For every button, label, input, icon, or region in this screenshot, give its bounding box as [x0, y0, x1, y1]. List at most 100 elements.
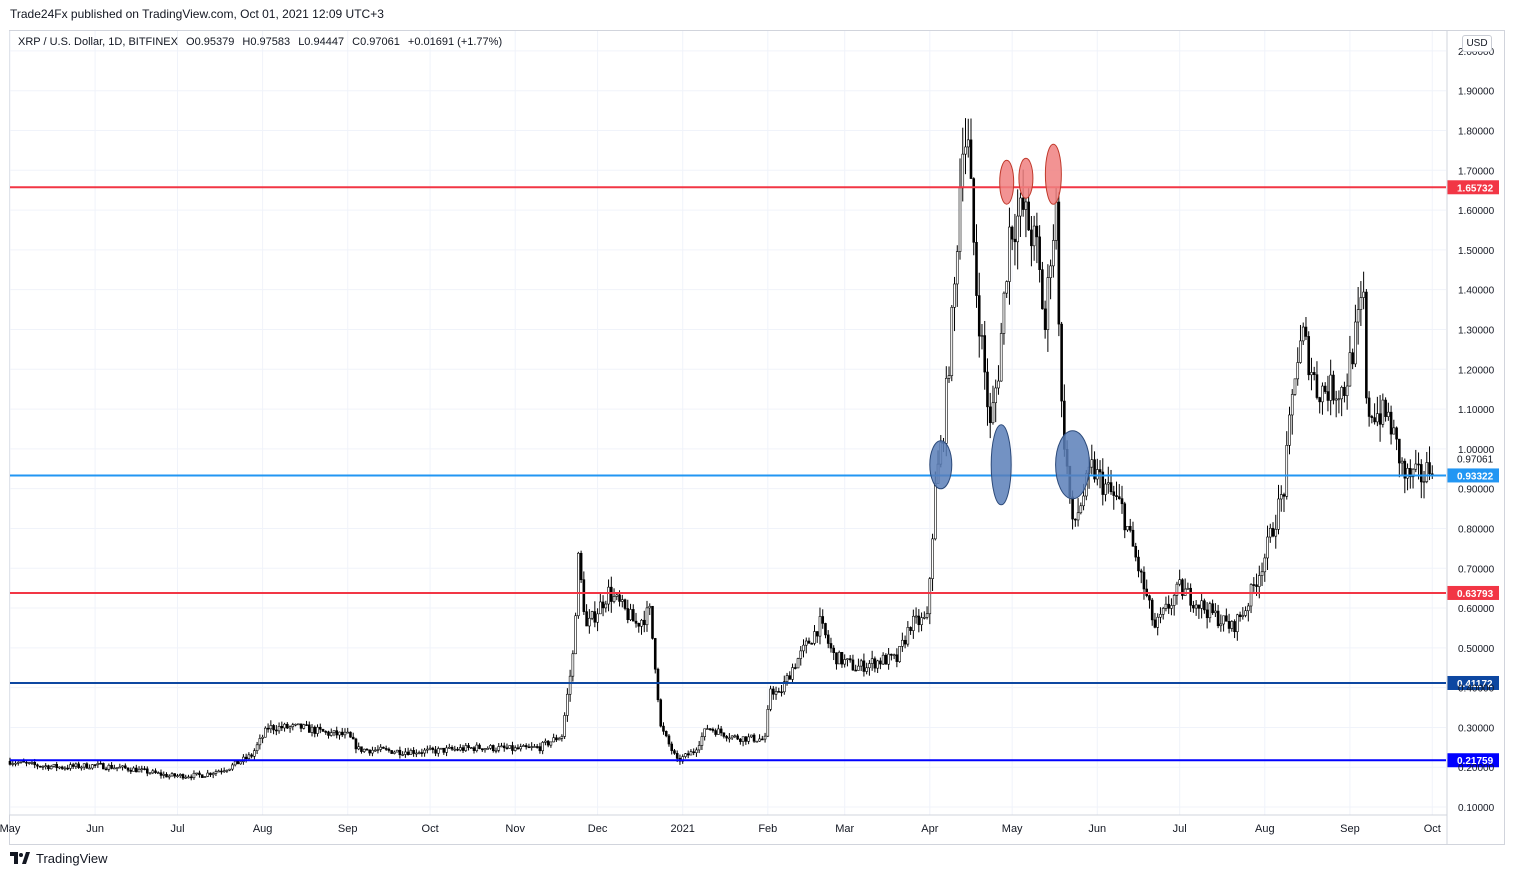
candle-body: [689, 751, 693, 756]
candle-body: [69, 764, 72, 769]
x-tick-label: Aug: [253, 823, 273, 835]
tradingview-footer[interactable]: TradingView: [10, 851, 108, 866]
candle-body: [445, 747, 448, 753]
candle-body: [1104, 483, 1107, 495]
candle-body: [176, 775, 179, 777]
candle-body: [217, 770, 220, 773]
candle-body: [870, 658, 874, 664]
candle-body: [533, 746, 536, 748]
candle-body: [695, 749, 698, 754]
candle-body: [357, 746, 361, 750]
candle-body: [1216, 610, 1220, 627]
candle-body: [1057, 201, 1061, 325]
x-tick-label: Jun: [86, 823, 104, 835]
candle-body: [329, 732, 333, 736]
candle-body: [513, 747, 517, 751]
candle-body: [560, 736, 564, 739]
candle-body: [739, 738, 742, 742]
candle-body: [1260, 571, 1264, 576]
candle-body: [1161, 608, 1165, 615]
y-tick-label: 0.40000: [1458, 684, 1495, 695]
candle-body: [437, 748, 440, 754]
candle-body: [1318, 397, 1321, 403]
candle-body: [1255, 584, 1258, 587]
candle-body: [1142, 571, 1146, 590]
candle-body: [868, 663, 871, 669]
candle-body: [85, 763, 89, 769]
candle-body: [1074, 518, 1077, 521]
candle-body: [148, 772, 152, 775]
candle-body: [895, 654, 899, 662]
candle-body: [91, 764, 94, 769]
candle-body: [1109, 482, 1113, 493]
candle-body: [110, 764, 113, 769]
candle-body: [958, 187, 962, 252]
candle-body: [167, 775, 171, 778]
candle-body: [832, 647, 836, 653]
y-tick-label: 1.90000: [1458, 87, 1495, 98]
candle-body: [519, 746, 522, 750]
x-tick-label: May: [1002, 823, 1023, 835]
candle-body: [1043, 308, 1047, 330]
candle-body: [785, 675, 789, 682]
candle-body: [1422, 481, 1426, 483]
candle-body: [903, 639, 907, 645]
candle-body: [1428, 462, 1431, 475]
candle-body: [728, 737, 731, 740]
candle-body: [442, 747, 446, 753]
currency-badge[interactable]: USD: [1462, 35, 1492, 52]
candle-body: [354, 738, 358, 750]
candle-body: [231, 764, 234, 770]
candle-body: [266, 727, 270, 730]
candle-body: [406, 751, 410, 755]
x-tick-label: Mar: [835, 823, 854, 835]
candle-body: [887, 653, 890, 665]
candle-body: [961, 153, 965, 189]
candle-body: [121, 765, 124, 768]
candle-body: [980, 335, 984, 337]
candle-body: [8, 760, 12, 765]
candle-body: [200, 774, 204, 778]
candle-body: [373, 749, 377, 752]
candle-body: [38, 765, 42, 768]
candle-body: [1263, 557, 1267, 573]
candle-body: [1389, 411, 1393, 435]
candle-body: [1310, 372, 1313, 376]
candle-body: [994, 387, 998, 404]
candle-body: [642, 619, 646, 626]
candle-body: [426, 748, 429, 751]
candle-body: [1219, 623, 1223, 627]
candle-body: [368, 749, 371, 754]
candle-body: [129, 769, 133, 772]
candle-body: [173, 773, 177, 777]
candle-body: [947, 375, 951, 379]
candle-body: [1211, 603, 1214, 614]
legend-change: +0.01691 (+1.77%): [407, 36, 503, 48]
candle-body: [178, 774, 182, 776]
candle-body: [653, 638, 657, 670]
candle-body: [1268, 527, 1272, 538]
candle-body: [233, 761, 237, 766]
candle-body: [384, 748, 388, 750]
candle-body: [1222, 615, 1225, 625]
candle-body: [793, 667, 797, 669]
candle-body: [1301, 326, 1305, 342]
y-tick-label: 0.70000: [1458, 564, 1495, 575]
candle-body: [920, 617, 923, 626]
candle-body: [365, 748, 369, 751]
candle-body: [1370, 416, 1374, 418]
candle-body: [428, 747, 432, 750]
candle-body: [1274, 528, 1278, 537]
candle-body: [113, 767, 116, 770]
candle-body: [1046, 277, 1050, 330]
candle-body: [409, 750, 413, 755]
candle-body: [538, 746, 542, 752]
candle-body: [272, 725, 275, 731]
candle-body: [1345, 385, 1349, 396]
candle-body: [107, 764, 111, 770]
candle-body: [620, 599, 624, 602]
y-tick-label: 1.70000: [1458, 166, 1495, 177]
candle-body: [25, 761, 28, 764]
y-tick-label: 0.20000: [1458, 763, 1495, 774]
